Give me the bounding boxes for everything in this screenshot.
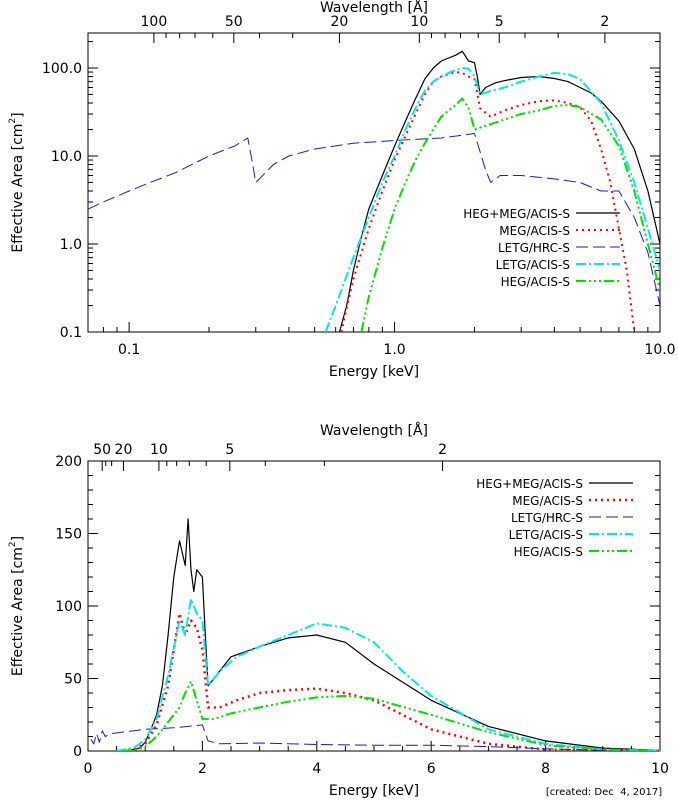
top-tick-label: 100 (141, 14, 168, 30)
top-tick-label: 50 (93, 442, 111, 458)
y-axis-label-sup: 2 (8, 541, 18, 547)
y-tick-label: 0.1 (60, 325, 82, 341)
top-tick-label: 5 (495, 14, 504, 30)
y-axis-label-text: Effective Area [cm (10, 547, 26, 676)
x-axis-label: Energy [keV] (329, 783, 419, 799)
top-tick-label: 20 (115, 442, 133, 458)
series-line-4 (360, 97, 660, 332)
series-line-3 (116, 597, 660, 751)
plot-frame (87, 32, 661, 333)
legend-label: LETG/ACIS-S (496, 258, 570, 272)
y-axis-label-sup: 2 (8, 118, 18, 124)
x-tick-label: 1.0 (383, 342, 405, 358)
series-line-1 (116, 612, 660, 751)
x-tick-label: 2 (198, 761, 207, 777)
y-axis-label-text: Effective Area [cm (10, 124, 26, 253)
x-tick-label: 10.0 (644, 342, 675, 358)
legend-label: LETG/HRC-S (511, 511, 583, 525)
y-axis-label-close: ] (10, 112, 26, 117)
legend-label: HEG+MEG/ACIS-S (476, 477, 583, 491)
series-line-0 (116, 518, 660, 751)
x-tick-label: 0.1 (118, 342, 140, 358)
y-tick-label: 50 (64, 672, 82, 688)
y-axis-label: Effective Area [cm2] (8, 536, 26, 676)
y-axis-label: Effective Area [cm2] (8, 112, 26, 252)
series-group (90, 518, 660, 751)
top-tick-label: 20 (331, 14, 349, 30)
x-tick-label: 8 (541, 761, 550, 777)
top-tick-label: 50 (225, 14, 243, 30)
series-group (88, 50, 660, 332)
created-note: [created: Dec 4, 2017] (546, 787, 662, 798)
y-axis-label-close: ] (10, 536, 26, 541)
y-tick-label: 10.0 (51, 149, 82, 165)
y-tick-label: 100.0 (42, 61, 82, 77)
linear-chart-panel: 0 2 4 6 8 10 Energy [keV] 0 50 100 150 200 Effective… (8, 422, 669, 799)
x-axis-label: Energy [keV] (329, 364, 419, 380)
x-tick-label: 0 (84, 761, 93, 777)
top-tick-label: 2 (438, 442, 447, 458)
x-tick-label: 10 (651, 761, 669, 777)
legend-label: HEG+MEG/ACIS-S (463, 207, 570, 221)
y-tick-label: 1.0 (60, 237, 82, 253)
y-tick-label: 100 (55, 599, 82, 615)
legend-label: HEG/ACIS-S (501, 275, 570, 289)
top-tick-label: 5 (225, 442, 234, 458)
log-chart-panel: 0.1 1.0 10.0 Energy [keV] 0.1 1.0 10.0 100.0 Eff… (8, 0, 676, 380)
top-tick-label: 2 (600, 14, 609, 30)
top-axis-label: Wavelength [Å] (320, 0, 428, 16)
x-tick-label: 6 (427, 761, 436, 777)
legend-label: LETG/HRC-S (498, 241, 570, 255)
series-line-1 (340, 71, 636, 332)
legend-label: MEG/ACIS-S (499, 224, 570, 238)
top-axis-label: Wavelength [Å] (320, 422, 428, 439)
series-line-3 (324, 67, 660, 332)
series-line-2 (90, 724, 660, 751)
top-tick-label: 10 (410, 14, 428, 30)
y-tick-label: 0 (73, 744, 82, 760)
legend-label: HEG/ACIS-S (514, 545, 583, 559)
series-line-0 (338, 50, 660, 332)
legend-label: MEG/ACIS-S (512, 494, 583, 508)
x-tick-label: 4 (312, 761, 321, 777)
series-line-4 (122, 680, 660, 751)
y-tick-label: 200 (55, 454, 82, 470)
legend-label: LETG/ACIS-S (509, 528, 583, 542)
top-tick-label: 10 (150, 442, 168, 458)
y-tick-label: 150 (55, 527, 82, 543)
series-line-2 (88, 133, 660, 306)
